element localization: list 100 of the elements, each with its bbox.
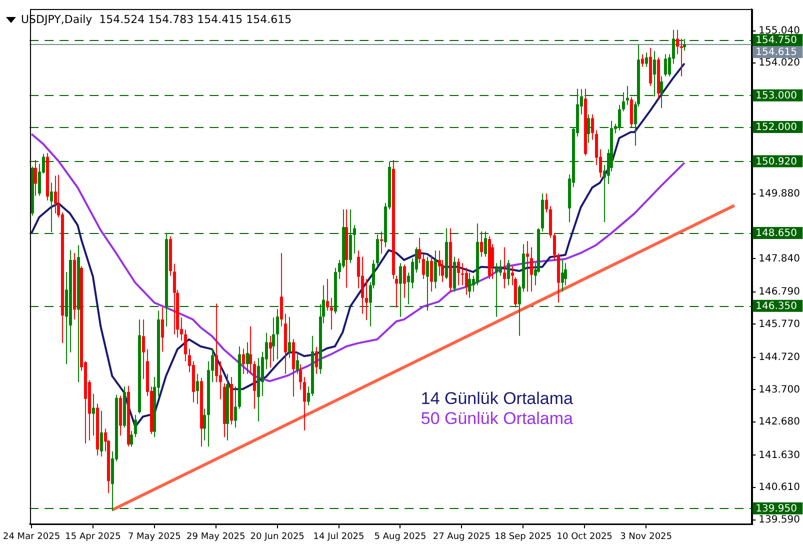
candlestick: [50, 182, 53, 233]
candlestick: [561, 259, 564, 292]
candlestick: [161, 306, 164, 352]
x-tick-label: 7 May 2025: [128, 532, 181, 542]
candlestick: [426, 256, 429, 312]
ref-line-label: 152.000: [756, 122, 798, 134]
candlestick: [660, 76, 663, 109]
x-tick-label: 15 Apr 2025: [65, 532, 121, 542]
ref-line-label: 154.750: [756, 35, 798, 46]
candlestick: [246, 342, 249, 374]
candlestick: [526, 240, 529, 292]
y-tick-label: 145.770: [758, 318, 800, 330]
candlestick: [434, 250, 437, 289]
ref-line-label: 148.650: [756, 228, 798, 240]
candlestick: [553, 232, 556, 260]
candlestick: [142, 318, 145, 380]
y-tick-label: 140.610: [758, 482, 800, 494]
candlestick: [622, 92, 625, 112]
candlestick: [664, 54, 667, 77]
candlestick: [215, 303, 218, 383]
candlestick: [530, 246, 533, 292]
ref-line-label: 153.000: [756, 90, 798, 102]
candlestick: [618, 104, 621, 131]
candlestick: [484, 230, 487, 258]
candlestick: [626, 85, 629, 106]
y-tick-label: 155.040: [758, 25, 800, 36]
y-tick-label: 142.680: [758, 416, 800, 428]
candlestick: [326, 278, 329, 312]
candlestick: [34, 159, 37, 196]
x-tick-label: 20 Jun 2025: [250, 532, 304, 542]
candlestick: [430, 254, 433, 292]
candlestick: [299, 364, 302, 390]
candlestick: [173, 263, 176, 335]
candlestick: [641, 54, 644, 68]
candlestick: [422, 253, 425, 280]
candlestick: [361, 256, 364, 314]
candlestick: [461, 262, 464, 286]
candlestick: [269, 335, 272, 368]
y-tick-label: 143.700: [758, 384, 800, 396]
candlestick: [645, 52, 648, 68]
candlestick: [395, 275, 398, 308]
x-tick-label: 14 Jul 2025: [313, 532, 364, 542]
candlestick: [196, 373, 199, 404]
y-tick-label: 146.790: [758, 286, 800, 298]
candlestick: [676, 29, 679, 55]
candlestick: [100, 410, 103, 457]
candlestick: [403, 264, 406, 298]
candlestick: [272, 317, 275, 362]
candlestick: [130, 430, 133, 448]
candlestick: [465, 267, 468, 296]
candlestick: [134, 414, 137, 438]
y-tick-label: 139.590: [758, 514, 800, 526]
candlestick: [288, 316, 291, 359]
x-tick-label: 3 Nov 2025: [620, 532, 672, 542]
candlestick: [680, 38, 683, 77]
candlestick: [234, 386, 237, 428]
candlestick: [457, 258, 460, 286]
candlestick: [418, 237, 421, 264]
candlestick: [503, 246, 506, 289]
candlestick: [54, 175, 57, 214]
candlestick: [591, 114, 594, 140]
y-tick-label: 154.020: [758, 58, 800, 69]
y-tick-label: 147.840: [758, 253, 800, 264]
candlestick: [303, 376, 306, 432]
candlestick: [203, 408, 206, 441]
candlestick: [399, 262, 402, 318]
x-tick-label: 18 Sep 2025: [494, 532, 552, 542]
candlestick: [353, 224, 356, 254]
candlestick: [380, 230, 383, 254]
x-tick-label: 10 Oct 2025: [556, 532, 612, 542]
candlestick: [249, 326, 252, 374]
ref-line-label: 154.615: [756, 47, 798, 58]
candlestick: [653, 50, 656, 97]
y-tick-label: 149.880: [758, 188, 800, 200]
candlestick: [545, 193, 548, 213]
ref-line-label: 146.350: [756, 300, 798, 312]
y-tick-label: 144.720: [758, 352, 800, 364]
text: 14 Günlük Ortalama: [420, 389, 573, 409]
candlestick: [507, 259, 510, 286]
candlestick: [296, 352, 299, 374]
candlestick: [330, 297, 333, 330]
x-tick-label: 27 Aug 2025: [432, 532, 491, 542]
candlestick: [242, 348, 245, 374]
candlestick: [92, 393, 95, 436]
x-tick-label: 5 Aug 2025: [374, 532, 426, 542]
candlestick: [184, 329, 187, 362]
text: 50 Günlük Ortalama: [420, 409, 573, 429]
candlestick: [468, 272, 471, 298]
candlestick: [365, 278, 368, 321]
candlestick: [587, 114, 590, 144]
candlestick: [315, 346, 318, 374]
y-tick-label: 141.630: [758, 450, 800, 461]
ref-line-label: 150.920: [756, 156, 798, 168]
candlestick: [499, 259, 502, 276]
candlestick: [495, 262, 498, 318]
x-tick-label: 24 Mar 2025: [3, 532, 60, 542]
candlestick: [276, 308, 279, 360]
candlestick: [480, 230, 483, 258]
ref-line-label: 139.950: [756, 503, 798, 514]
x-tick-label: 29 May 2025: [186, 532, 246, 542]
